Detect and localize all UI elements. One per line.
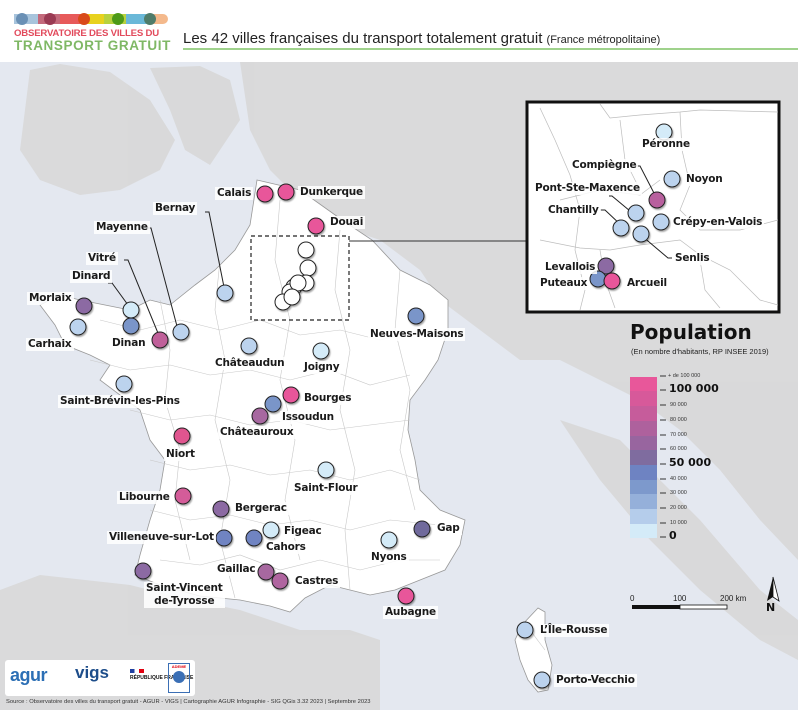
label-morlaix: Morlaix xyxy=(27,292,74,305)
scale-bar xyxy=(632,604,728,610)
inset-cluster-circles xyxy=(274,241,317,311)
title-bar: Les 42 villes françaises du transport to… xyxy=(183,28,798,50)
page-title: Les 42 villes françaises du transport to… xyxy=(183,30,661,47)
label-vitre: Vitré xyxy=(86,252,118,265)
label-chateauroux: Châteauroux xyxy=(218,426,296,439)
label-saint-flour: Saint-Flour xyxy=(292,482,360,495)
north-label: N xyxy=(766,601,776,614)
label-gap: Gap xyxy=(435,522,462,535)
republique-francaise-logo: RÉPUBLIQUE FRANÇAISE xyxy=(130,669,193,681)
inset-label-levallois: Levallois xyxy=(543,261,598,274)
label-niort: Niort xyxy=(164,448,197,461)
legend-tick: 40 000 xyxy=(670,476,687,482)
label-porto-vecchio: Porto-Vecchio xyxy=(554,674,637,687)
inset-label-puteaux: Puteaux xyxy=(538,277,590,290)
legend-tick: + de 100 000 xyxy=(668,373,701,379)
legend-tick: 30 000 xyxy=(670,490,687,496)
legend-title: Population xyxy=(630,320,752,344)
label-castres: Castres xyxy=(293,575,341,588)
logo-color-dots xyxy=(14,12,169,26)
inset-label-senlis: Senlis xyxy=(673,252,712,265)
inset-label-arcueil: Arcueil xyxy=(625,277,669,290)
label-bernay: Bernay xyxy=(153,202,198,215)
observatoire-logo: OBSERVATOIRE DES VILLES DU TRANSPORT GRA… xyxy=(14,12,171,53)
label-figeac: Figeac xyxy=(282,525,324,538)
label-chateaudun: Châteaudun xyxy=(213,357,287,370)
legend-tick: 50 000 xyxy=(669,456,712,469)
header: OBSERVATOIRE DES VILLES DU TRANSPORT GRA… xyxy=(0,0,798,62)
inset-label-noyon: Noyon xyxy=(684,173,725,186)
label-issoudun: Issoudun xyxy=(280,411,336,424)
vigs-logo: vigs xyxy=(75,663,110,682)
label-calais: Calais xyxy=(215,187,254,200)
source-credit: Source : Observatoire des villes du tran… xyxy=(6,699,371,705)
legend-tick: 90 000 xyxy=(670,402,687,408)
label-nyons: Nyons xyxy=(369,551,409,564)
legend-tick: 20 000 xyxy=(670,505,687,511)
inset-label-chantilly: Chantilly xyxy=(546,204,601,217)
ademe-logo: ADEME xyxy=(168,663,190,693)
agur-logo: agur xyxy=(10,665,48,685)
legend-tick: 80 000 xyxy=(670,417,687,423)
label-dinan: Dinan xyxy=(110,337,148,350)
label-dinard: Dinard xyxy=(70,270,113,283)
inset-locator-box xyxy=(250,235,350,321)
label-douai: Douai xyxy=(328,216,366,229)
label-cahors: Cahors xyxy=(264,541,308,554)
city-circles xyxy=(69,183,551,689)
label-ile-rousse: L’Île-Rousse xyxy=(538,624,610,637)
scale-label: 100 xyxy=(673,594,687,603)
legend-tick: 0 xyxy=(669,529,677,542)
scale-label: 0 xyxy=(630,594,635,603)
legend-tick: 70 000 xyxy=(670,432,687,438)
label-libourne: Libourne xyxy=(117,491,172,504)
label-joigny: Joigny xyxy=(302,361,342,374)
label-saint-vincent: Saint-Vincent de-Tyrosse xyxy=(144,582,225,608)
label-dunkerque: Dunkerque xyxy=(298,186,365,199)
label-saint-brevin: Saint-Brévin-les-Pins xyxy=(58,395,182,408)
north-arrow-icon xyxy=(767,576,780,602)
label-bourges: Bourges xyxy=(302,392,354,405)
inset-label-pont-ste-maxence: Pont-Ste-Maxence xyxy=(533,182,642,195)
map-canvas: Calais Dunkerque Douai Bernay Mayenne Vi… xyxy=(0,62,798,710)
legend-tick: 60 000 xyxy=(670,446,687,452)
partner-logos: agur vigs RÉPUBLIQUE FRANÇAISE ADEME xyxy=(5,660,195,696)
inset-label-crepy: Crépy-en-Valois xyxy=(671,216,765,229)
legend-tick: 10 000 xyxy=(670,520,687,526)
label-carhaix: Carhaix xyxy=(26,338,74,351)
legend-subtitle: (En nombre d'habitants, RP INSEE 2019) xyxy=(631,347,769,356)
legend-tick: 100 000 xyxy=(669,382,719,395)
inset-label-peronne: Péronne xyxy=(640,138,692,151)
label-neuves-maisons: Neuves-Maisons xyxy=(368,328,466,341)
scale-label: 200 km xyxy=(720,594,747,603)
label-gaillac: Gaillac xyxy=(215,563,258,576)
legend-color-ramp xyxy=(630,375,666,538)
inset-label-compiegne: Compiègne xyxy=(570,159,639,172)
logo-line2: TRANSPORT GRATUIT xyxy=(14,38,171,53)
label-mayenne: Mayenne xyxy=(94,221,150,234)
label-villeneuve: Villeneuve-sur-Lot xyxy=(107,531,216,544)
label-bergerac: Bergerac xyxy=(233,502,289,515)
label-aubagne: Aubagne xyxy=(383,606,438,619)
logo-line1: OBSERVATOIRE DES VILLES DU xyxy=(14,28,159,39)
